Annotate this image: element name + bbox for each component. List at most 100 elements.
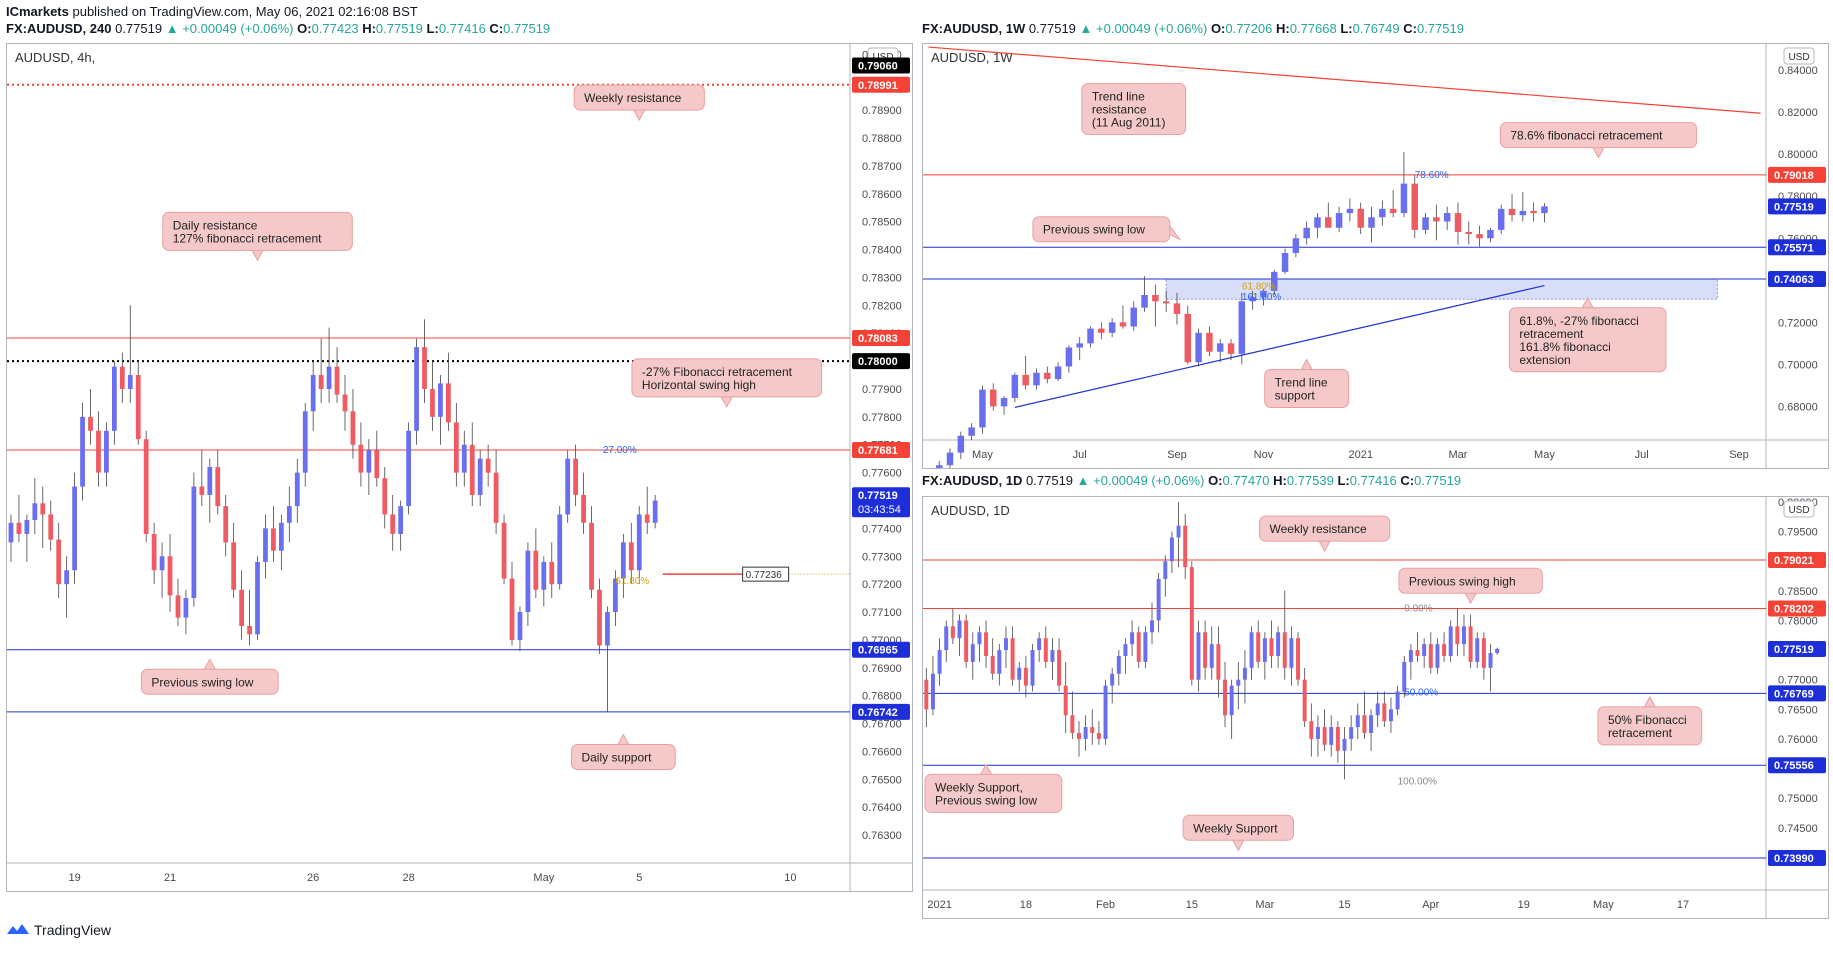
chart-panel-1w[interactable]: 0.84000 0.82000 0.80000 0.78000 0.76000 0.720… (922, 43, 1829, 491)
candle-body (644, 514, 650, 523)
callout-box (1182, 814, 1294, 841)
candle (302, 402, 308, 487)
symbol-line-1d: FX:AUDUSD, 1D 0.77519 ▲ +0.00049 (+0.06%… (922, 473, 1462, 488)
candle-body (1315, 727, 1320, 739)
candle (937, 638, 942, 686)
candle (1260, 288, 1267, 306)
candle (1461, 614, 1466, 656)
candle-body (1325, 217, 1332, 228)
candle-body (557, 514, 563, 585)
candle (96, 411, 101, 487)
chart-1d[interactable]: 0.800000.795000.790000.785000.780000.770… (923, 497, 1828, 918)
callout-text: retracement (1608, 726, 1673, 740)
candle-body (1428, 644, 1433, 668)
candle (127, 305, 133, 403)
candle-body (1184, 313, 1192, 363)
candle (239, 570, 244, 640)
candle (72, 472, 77, 585)
candle-body (438, 383, 443, 417)
candle-body (541, 561, 547, 590)
candle-body (143, 439, 149, 534)
symbol-line-1w: FX:AUDUSD, 1W 0.77519 ▲ +0.00049 (+0.06%… (922, 21, 1464, 36)
callout-box (1032, 216, 1171, 243)
candle-body (628, 542, 634, 571)
time-tick-label: 21 (164, 872, 176, 884)
candle (1495, 647, 1500, 655)
candle-body (970, 644, 975, 662)
candle-body (310, 375, 316, 412)
price-tick-label: 0.80000 (1778, 149, 1818, 161)
candle (1119, 305, 1127, 329)
candle (1130, 620, 1135, 656)
chart-4h[interactable]: 0.791000.790000.789000.788000.787000.786… (7, 44, 912, 891)
candle (541, 556, 547, 607)
time-tick-label: 28 (402, 872, 414, 884)
candle (358, 422, 364, 487)
candle-body (1448, 626, 1453, 656)
candle (1063, 661, 1068, 734)
price-tag (852, 442, 910, 459)
candle-body (88, 416, 93, 431)
candle-body (1346, 208, 1354, 214)
candle-body (990, 655, 995, 674)
candle (477, 450, 483, 507)
candle-body (525, 550, 531, 613)
low-1d: 0.77416 (1349, 473, 1397, 488)
chart-1w[interactable]: 0.840000.820000.800000.780000.760000.720… (923, 44, 1828, 491)
candle (8, 514, 14, 562)
candle-body (1169, 537, 1174, 562)
candle-body (1296, 638, 1301, 680)
candle (1152, 284, 1159, 327)
candle (946, 448, 954, 470)
candle-body (573, 458, 579, 495)
candle-body (119, 366, 125, 389)
chart-panel-4h[interactable]: 0.791000.790000.789000.788000.787000.786… (6, 43, 913, 892)
price-tag (852, 76, 910, 93)
candle (957, 431, 965, 459)
trend-line-resistance (928, 46, 1761, 114)
candle (16, 494, 22, 543)
candle (1315, 715, 1320, 757)
candle (1206, 326, 1213, 356)
price-tag-label: 0.77519 (1774, 644, 1814, 656)
candle-body (1382, 703, 1387, 722)
candle-body (374, 450, 380, 479)
candle (430, 361, 435, 431)
candle-body (501, 522, 507, 579)
candle-body (1050, 650, 1055, 662)
symbol-line-4h: FX:AUDUSD, 240 0.77519 ▲ +0.00049 (+0.06… (6, 21, 551, 36)
price-tick-label: 0.77900 (862, 384, 902, 396)
candle-body (1173, 303, 1181, 314)
callout-text: 61.8%, -27% fibonacci (1519, 314, 1638, 328)
candle (997, 644, 1002, 686)
price-tag (1768, 551, 1826, 568)
candle-body (1195, 332, 1202, 363)
callout: Weekly Support (1182, 814, 1294, 852)
callout: Weekly Support,Previous swing low (924, 763, 1063, 813)
candle (573, 444, 579, 507)
last-price-label: 0.77519 (858, 490, 898, 502)
candle-body (215, 467, 221, 507)
candle (533, 528, 539, 599)
candle-body (1176, 525, 1181, 538)
candle-body (422, 347, 427, 389)
candle-body (1322, 727, 1327, 745)
candle (1508, 194, 1516, 222)
chart-panel-1d[interactable]: 0.800000.795000.790000.785000.780000.770… (922, 496, 1829, 919)
candle (191, 472, 197, 607)
candle (56, 522, 62, 599)
candle (1156, 573, 1161, 633)
candle-body (1103, 685, 1108, 739)
candle-body (191, 486, 197, 599)
candle-body (1196, 632, 1201, 680)
candle (1422, 638, 1427, 668)
price-tag-label: 0.77519 (1774, 201, 1814, 213)
price-tag-label: 0.73990 (1774, 853, 1814, 865)
candle (215, 450, 221, 515)
change-value-4h: +0.00049 (+0.06%) (182, 21, 294, 36)
fib-label: 61.80% (615, 576, 649, 587)
price-tag-label: 0.77681 (858, 445, 898, 457)
candle-body (1508, 208, 1516, 216)
candle (565, 450, 571, 523)
callout-text: Weekly Support (1193, 821, 1278, 835)
